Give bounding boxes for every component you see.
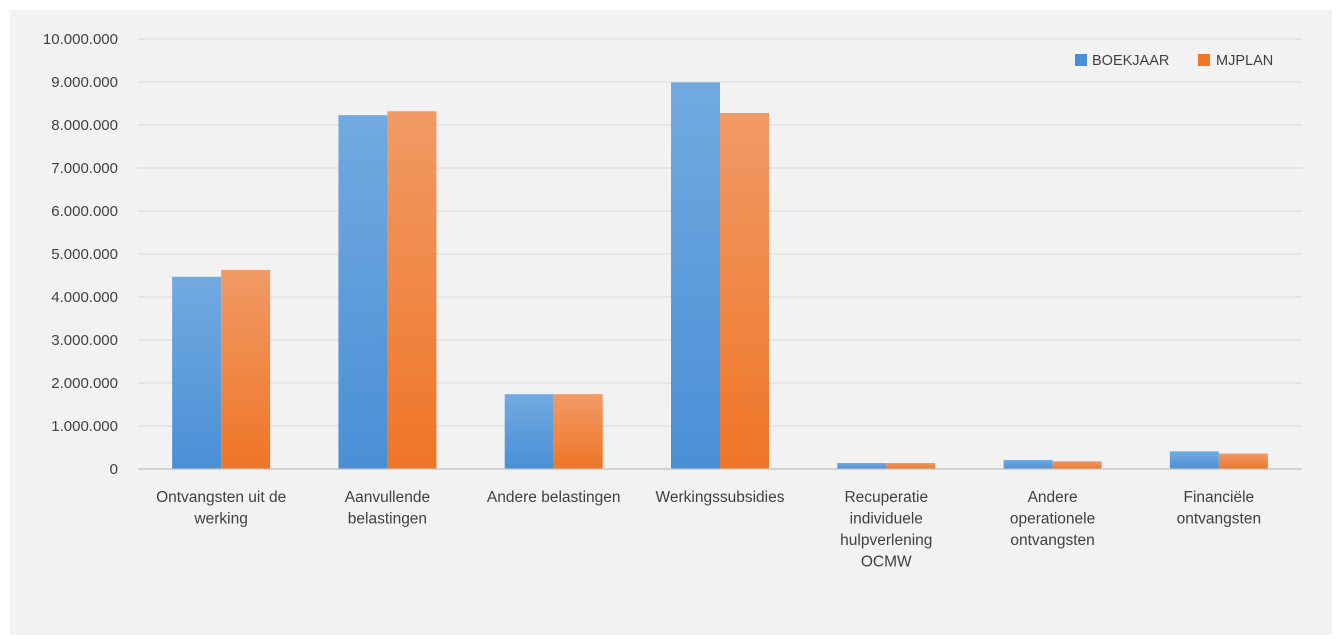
bar-mjplan: [886, 462, 936, 469]
y-axis-tick-labels: 0 1.000.000 2.000.000 3.000.000 4.000.000 5.0…: [43, 31, 118, 478]
bar-mjplan: [553, 394, 603, 469]
y-tick-label: 1.000.000: [51, 418, 118, 435]
legend-label-boekjaar: BOEKJAAR: [1092, 53, 1169, 69]
x-category-label: Ontvangsten uit de werking: [156, 489, 286, 528]
x-category-label: Financiële ontvangsten: [1177, 489, 1261, 528]
y-tick-label: 0: [110, 461, 118, 478]
y-tick-label: 3.000.000: [51, 332, 118, 349]
bar-boekjaar: [837, 462, 887, 469]
x-category-label: Recuperatie individuele hulpverlening OCMW: [840, 489, 932, 571]
bar-mjplan: [1052, 461, 1102, 469]
y-tick-label: 8.000.000: [51, 117, 118, 134]
y-tick-label: 6.000.000: [51, 203, 118, 220]
bar-mjplan: [387, 111, 437, 470]
y-tick-label: 7.000.000: [51, 160, 118, 177]
bar-boekjaar: [172, 276, 222, 469]
legend-swatch-mjplan: [1198, 54, 1210, 66]
y-tick-label: 9.000.000: [51, 74, 118, 91]
y-tick-label: 10.000.000: [43, 31, 118, 48]
y-tick-label: 2.000.000: [51, 375, 118, 392]
bar-boekjaar: [504, 394, 554, 469]
x-axis-category-labels: Ontvangsten uit de werking Aanvullende bela…: [156, 489, 1261, 571]
x-category-label: Andere operationele ontvangsten: [1010, 489, 1095, 549]
x-category-label: Werkingssubsidies: [656, 489, 785, 506]
bar-boekjaar: [671, 82, 720, 470]
x-category-label: Andere belastingen: [487, 489, 621, 506]
bar-boekjaar: [1169, 451, 1219, 469]
y-tick-label: 5.000.000: [51, 246, 118, 263]
bar-mjplan: [1218, 453, 1268, 469]
y-tick-label: 4.000.000: [51, 289, 118, 306]
bar-boekjaar: [1003, 459, 1053, 469]
legend-swatch-boekjaar: [1075, 54, 1087, 66]
bars: [172, 82, 1268, 470]
legend-label-mjplan: MJPLAN: [1216, 53, 1273, 69]
bar-mjplan: [221, 269, 271, 469]
x-category-label: Aanvullende belastingen: [345, 489, 430, 528]
bar-mjplan: [720, 112, 769, 470]
bar-boekjaar: [338, 115, 388, 470]
legend: BOEKJAAR MJPLAN: [1075, 53, 1273, 69]
